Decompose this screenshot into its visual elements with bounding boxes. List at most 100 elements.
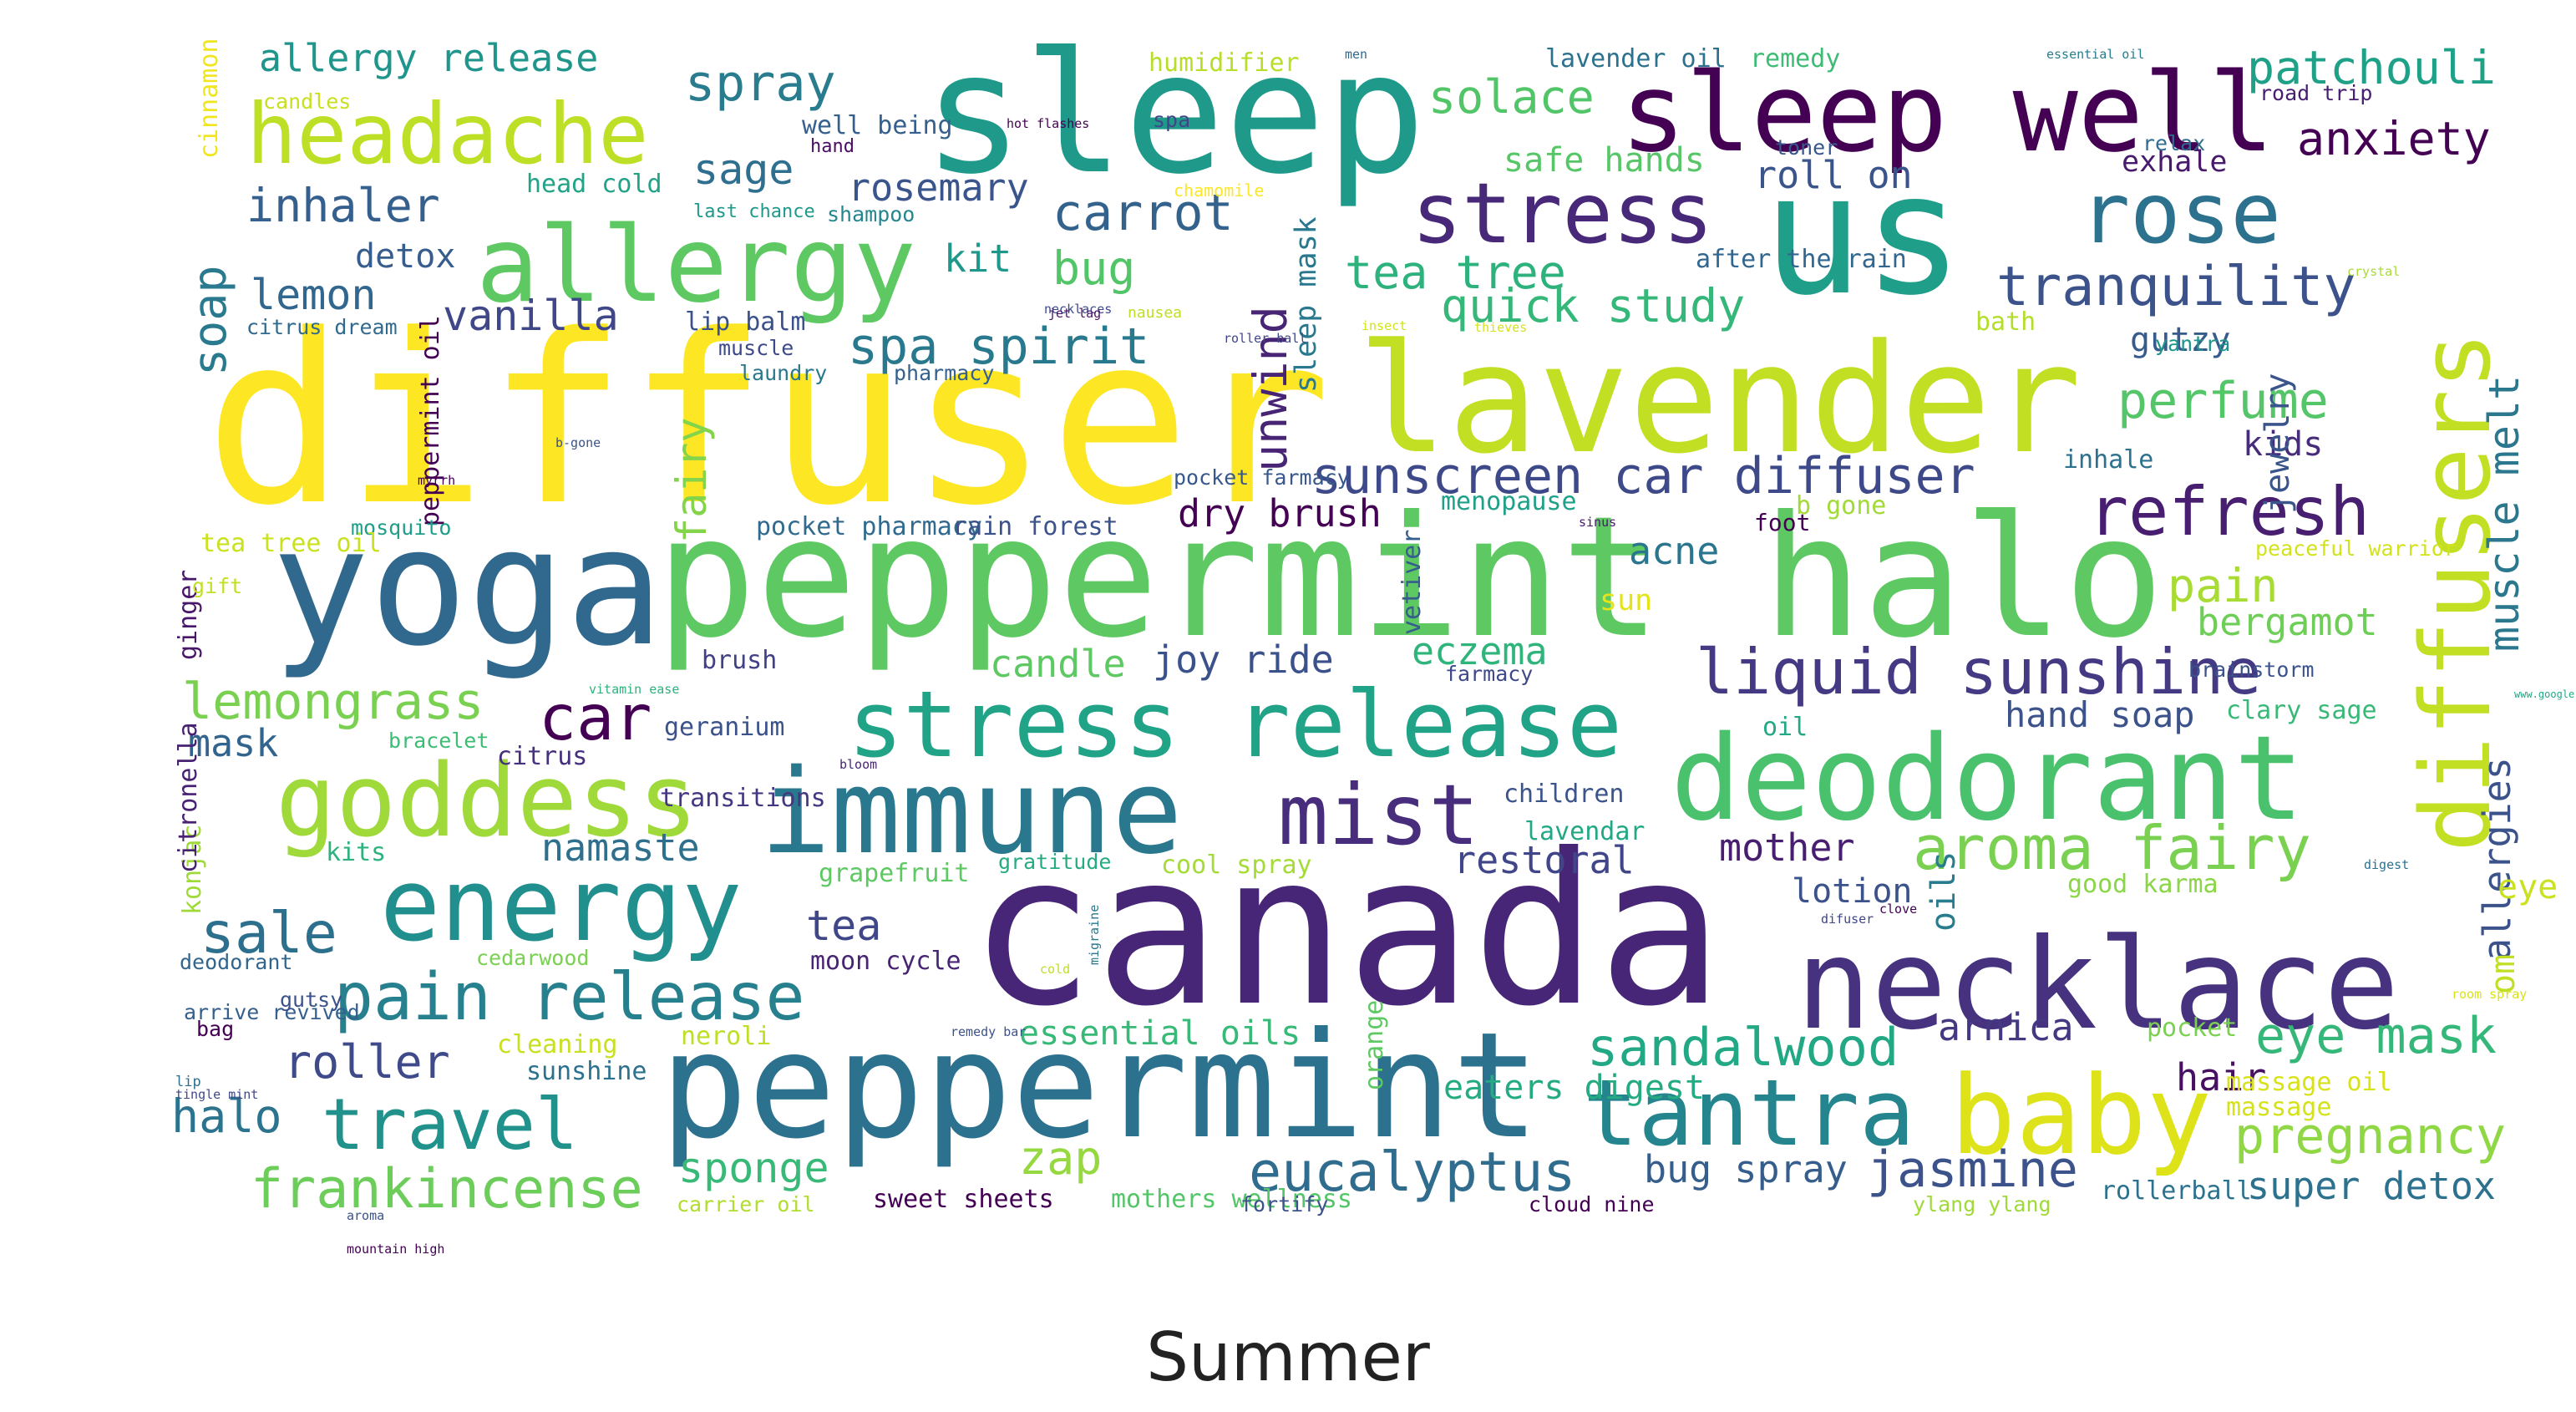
cloud-word: gutzy xyxy=(2130,321,2230,359)
cloud-word: solace xyxy=(1428,70,1595,124)
cloud-word: super detox xyxy=(2247,1164,2496,1208)
cloud-word: essential oils xyxy=(1019,1014,1301,1053)
cloud-word: migraine xyxy=(1087,905,1102,965)
cloud-word: stress xyxy=(1412,165,1713,262)
cloud-word: sunshine xyxy=(526,1057,647,1086)
cloud-word: namaste xyxy=(541,825,700,870)
cloud-word: www.google.com/intl/en/policies/terms/ xyxy=(2514,688,2576,700)
cloud-word: rosemary xyxy=(848,165,1029,210)
cloud-word: last chance xyxy=(693,201,815,222)
cloud-word: transitions xyxy=(660,784,826,813)
cloud-word: anxiety xyxy=(2297,112,2491,165)
cloud-word: travel xyxy=(322,1084,578,1166)
cloud-word: lip xyxy=(175,1074,201,1090)
cloud-word: yoga xyxy=(271,492,664,682)
cloud-word: nausea xyxy=(1128,304,1182,322)
cloud-word: muscle xyxy=(718,336,794,360)
cloud-word: aroma fairy xyxy=(1913,813,2311,883)
cloud-word: roller xyxy=(284,1035,450,1089)
caption: Summer xyxy=(1146,1318,1430,1396)
cloud-word: joy ride xyxy=(1153,637,1334,682)
cloud-word: pocket pharmacy xyxy=(756,512,982,541)
cloud-word: sage xyxy=(693,145,794,194)
cloud-word: road trip xyxy=(2259,81,2372,105)
cloud-word: b gone xyxy=(1796,491,1886,521)
cloud-word: remedy xyxy=(1750,44,1840,74)
cloud-word: spa xyxy=(1153,108,1190,132)
cloud-word: remedy bar xyxy=(951,1024,1026,1039)
cloud-word: lotion xyxy=(1792,872,1913,911)
cloud-word: thieves xyxy=(1474,320,1527,335)
cloud-word: relax xyxy=(2142,131,2205,155)
cloud-word: dry brush xyxy=(1178,491,1382,536)
cloud-word: pregnancy xyxy=(2234,1107,2506,1166)
cloud-word: eaters digest xyxy=(1443,1069,1705,1107)
cloud-word: neroli xyxy=(681,1022,771,1051)
cloud-word: moon cycle xyxy=(810,947,961,976)
cloud-word: peppermint oil xyxy=(416,315,445,526)
cloud-word: ginger xyxy=(174,570,203,660)
cloud-word: grapefruit xyxy=(819,859,970,888)
cloud-word: geranium xyxy=(664,713,785,742)
cloud-word: chamomile xyxy=(1174,180,1264,201)
cloud-word: headache xyxy=(246,85,649,183)
cloud-word: safe hands xyxy=(1504,141,1705,180)
cloud-word: cloud nine xyxy=(1529,1192,1655,1216)
cloud-word: restoral xyxy=(1453,838,1635,882)
cloud-word: foot xyxy=(1754,509,1810,536)
cloud-word: spray xyxy=(685,54,836,113)
cloud-word: canada xyxy=(969,809,1723,1052)
cloud-word: rain forest xyxy=(952,512,1118,541)
cloud-word: clary sage xyxy=(2226,696,2377,725)
cloud-word: digest xyxy=(2364,857,2409,872)
cloud-word: carrot xyxy=(1052,184,1234,242)
cloud-word: jet lag xyxy=(1048,306,1101,321)
cloud-word: bug spray xyxy=(1644,1147,1848,1191)
cloud-word: exhale xyxy=(2122,145,2227,179)
cloud-word: humidifier xyxy=(1149,48,1300,78)
cloud-word: eucalyptus xyxy=(1249,1141,1575,1204)
cloud-word: gutsy xyxy=(280,988,342,1012)
cloud-word: sleep xyxy=(923,17,1426,211)
cloud-word: pharmacy xyxy=(894,361,994,385)
cloud-word: inhaler xyxy=(246,179,440,232)
cloud-word: zap xyxy=(1019,1131,1102,1185)
cloud-word: bath xyxy=(1975,307,2036,337)
cloud-word: fortify xyxy=(1240,1192,1328,1216)
cloud-word: lavender xyxy=(1357,312,2082,487)
cloud-word: lemongrass xyxy=(182,673,484,731)
cloud-word: sleep mask xyxy=(1290,216,1323,393)
cloud-word: baby xyxy=(1950,1052,2212,1179)
cloud-word: allergies xyxy=(2475,757,2519,961)
cloud-word: lip balm xyxy=(685,307,806,337)
cloud-word: men xyxy=(1345,47,1367,62)
cloud-word: allergy release xyxy=(259,36,598,80)
cloud-word: peppermint halo xyxy=(656,480,2164,675)
cloud-word: carrier oil xyxy=(677,1192,815,1216)
cloud-word: peppermint xyxy=(660,1002,1540,1171)
cloud-word: inhale xyxy=(2063,445,2153,475)
cloud-word: quick study xyxy=(1441,279,1745,333)
cloud-word: unwind xyxy=(1244,306,1297,472)
cloud-word: ylang ylang xyxy=(1913,1192,2051,1216)
cloud-word: candles xyxy=(263,89,351,114)
cloud-word: oils xyxy=(1924,851,1963,932)
cloud-word: mask xyxy=(188,721,278,765)
cloud-word: farmacy xyxy=(1445,662,1533,686)
cloud-word: hand soap xyxy=(2005,694,2195,735)
cloud-word: arnica xyxy=(1938,1005,2074,1049)
cloud-word: car xyxy=(539,681,652,754)
cloud-word: cleaning xyxy=(497,1030,618,1059)
cloud-word: sponge xyxy=(678,1144,829,1192)
cloud-word: diffusers xyxy=(2401,332,2513,852)
cloud-word: kids xyxy=(2243,425,2323,464)
cloud-word: roll on xyxy=(1754,153,1913,197)
cloud-word: head cold xyxy=(526,170,662,199)
cloud-word: om xyxy=(2484,954,2523,994)
cloud-word: liquid sunshine xyxy=(1696,635,2261,709)
cloud-word: candle xyxy=(990,642,1126,686)
cloud-word: shampoo xyxy=(827,202,915,226)
cloud-word: toner xyxy=(1775,135,1838,160)
cloud-word: children xyxy=(1504,780,1625,809)
